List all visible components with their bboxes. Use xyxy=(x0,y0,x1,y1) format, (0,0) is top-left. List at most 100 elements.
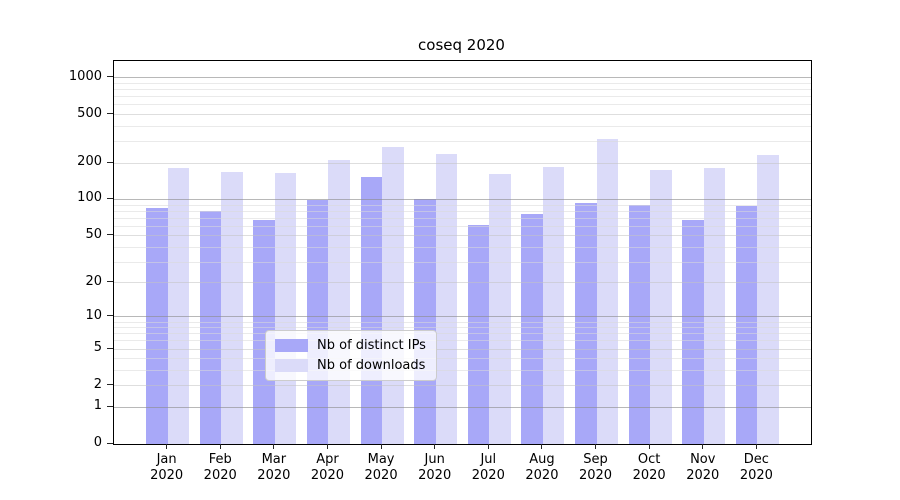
x-tick-mark xyxy=(326,444,328,449)
y-tick-mark xyxy=(107,405,113,407)
x-tick-mark xyxy=(541,444,543,449)
y-tick-label: 5 xyxy=(93,340,102,356)
gridline-1000 xyxy=(114,77,811,79)
bar-downloads xyxy=(382,146,404,444)
y-tick-label: 0 xyxy=(93,435,102,450)
bar-downloads xyxy=(596,139,619,444)
legend-label-distinct-ips: Nb of distinct IPs xyxy=(317,338,426,353)
y-tick-mark xyxy=(107,281,113,283)
y-tick-label: 10 xyxy=(85,307,102,323)
bar-distinct-ips xyxy=(521,213,543,444)
y-tick-label: 200 xyxy=(77,154,102,169)
legend-item-distinct-ips: Nb of distinct IPs xyxy=(275,338,426,353)
gridline-minor xyxy=(114,104,811,106)
y-tick-mark xyxy=(107,347,113,349)
bar-downloads xyxy=(274,172,297,444)
bar-downloads xyxy=(542,166,565,444)
gridline-100 xyxy=(114,198,811,200)
x-tick-label: Jul 2020 xyxy=(471,452,505,483)
gridline-minor xyxy=(114,225,811,227)
x-tick-label: Oct 2020 xyxy=(632,452,666,483)
y-tick-mark xyxy=(107,315,113,317)
x-tick-mark xyxy=(380,444,382,449)
bar-downloads xyxy=(435,154,458,444)
x-tick-label: Dec 2020 xyxy=(739,452,773,483)
x-tick-mark xyxy=(595,444,597,449)
x-tick-label: Aug 2020 xyxy=(525,452,559,483)
legend-swatch-downloads xyxy=(275,359,308,372)
gridline-minor xyxy=(114,204,811,206)
gridline-minor xyxy=(114,321,811,323)
x-tick-label: Jan 2020 xyxy=(150,452,184,483)
x-tick-label: May 2020 xyxy=(364,452,398,483)
x-tick-mark xyxy=(755,444,757,449)
bar-distinct-ips xyxy=(467,225,490,444)
bar-downloads xyxy=(328,159,350,444)
bar-distinct-ips xyxy=(628,205,651,444)
x-tick-mark xyxy=(166,444,168,449)
y-tick-label: 20 xyxy=(85,273,102,289)
bar-distinct-ips xyxy=(682,219,704,444)
gridline-minor xyxy=(114,333,811,335)
y-tick-mark xyxy=(107,442,113,444)
x-tick-label: Nov 2020 xyxy=(686,452,720,483)
bar-distinct-ips xyxy=(735,205,758,444)
bar-distinct-ips xyxy=(575,203,597,444)
legend-swatch-distinct-ips xyxy=(275,339,308,352)
legend: Nb of distinct IPs Nb of downloads xyxy=(265,330,437,381)
y-tick-label: 500 xyxy=(77,105,102,121)
x-tick-mark xyxy=(434,444,436,449)
y-tick-mark xyxy=(107,384,113,386)
gridline-minor xyxy=(114,327,811,329)
legend-label-downloads: Nb of downloads xyxy=(317,358,426,373)
bar-downloads xyxy=(489,174,511,444)
legend-item-downloads: Nb of downloads xyxy=(275,358,426,373)
x-tick-mark xyxy=(219,444,221,449)
y-tick-label: 1000 xyxy=(68,68,102,84)
y-tick-label: 50 xyxy=(85,226,102,242)
gridline-minor xyxy=(114,340,811,342)
gridline-minor xyxy=(114,96,811,98)
gridline-minor xyxy=(114,210,811,212)
bar-distinct-ips xyxy=(253,220,275,444)
gridline-minor xyxy=(114,370,811,372)
gridline-minor xyxy=(114,261,811,263)
gridline-1 xyxy=(114,406,811,408)
x-tick-label: Sep 2020 xyxy=(578,452,613,483)
gridline-minor xyxy=(114,89,811,91)
bar-downloads xyxy=(757,154,779,444)
x-tick-label: Feb 2020 xyxy=(203,452,237,483)
y-tick-mark xyxy=(107,197,113,199)
x-tick-mark xyxy=(702,444,704,449)
gridline-200 xyxy=(114,162,811,164)
y-tick-mark xyxy=(107,113,113,115)
gridline-minor xyxy=(114,246,811,248)
x-tick-label: Apr 2020 xyxy=(310,452,344,483)
gridline-20 xyxy=(114,282,811,284)
x-tick-mark xyxy=(273,444,275,449)
bar-downloads xyxy=(221,171,243,444)
y-tick-label: 2 xyxy=(93,376,102,392)
x-tick-mark xyxy=(648,444,650,449)
bar-downloads xyxy=(650,169,672,444)
gridline-10 xyxy=(114,316,811,318)
gridline-5 xyxy=(114,348,811,350)
x-tick-label: Jun 2020 xyxy=(418,452,452,483)
chart-title: coseq 2020 xyxy=(418,36,505,54)
plot-area xyxy=(113,60,812,445)
bar-downloads xyxy=(703,167,726,444)
x-tick-mark xyxy=(487,444,489,449)
gridline-minor xyxy=(114,83,811,85)
x-tick-label: Mar 2020 xyxy=(257,452,291,483)
gridline-minor xyxy=(114,358,811,360)
bar-distinct-ips xyxy=(146,208,168,444)
y-tick-mark xyxy=(107,161,113,163)
bar-distinct-ips xyxy=(414,198,436,444)
gridline-500 xyxy=(114,114,811,116)
y-tick-mark xyxy=(107,76,113,78)
y-tick-label: 1 xyxy=(93,398,102,414)
gridline-minor xyxy=(114,217,811,219)
gridline-2 xyxy=(114,385,811,387)
bar-downloads xyxy=(167,167,190,444)
